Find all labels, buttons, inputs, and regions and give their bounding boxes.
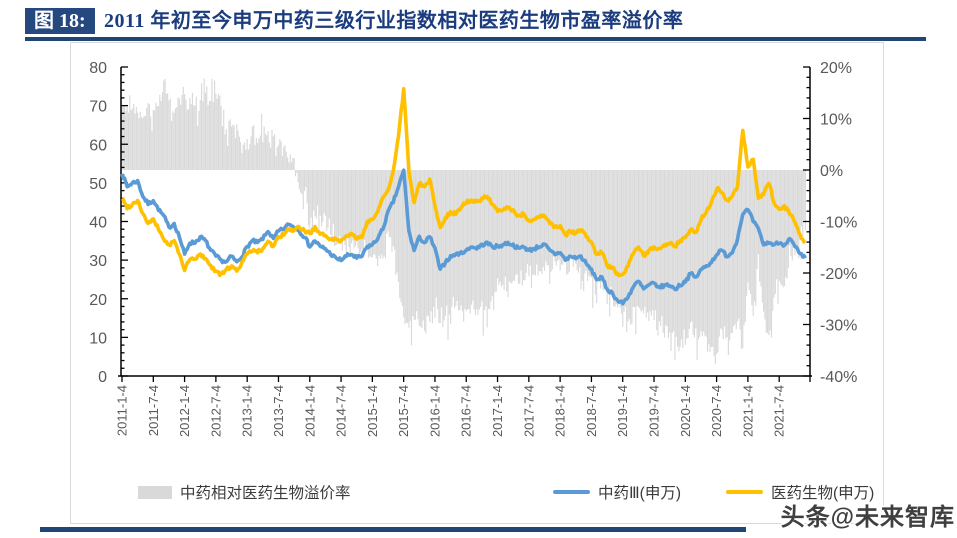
legend-label-premium: 中药相对医药生物溢价率 [180, 485, 351, 502]
svg-text:2020-1-4: 2020-1-4 [678, 385, 693, 437]
svg-text:2013-1-4: 2013-1-4 [240, 385, 255, 437]
svg-text:2011-7-4: 2011-7-4 [146, 385, 161, 436]
figure-header: 图 18: 2011 年初至今申万中药三级行业指数相对医药生物市盈率溢价率 [0, 6, 957, 36]
svg-text:-10%: -10% [820, 215, 857, 232]
svg-text:-30%: -30% [820, 318, 857, 335]
legend-item-premium: 中药相对医药生物溢价率 [138, 483, 351, 502]
header-rule [25, 37, 926, 41]
svg-text:2018-7-4: 2018-7-4 [584, 385, 599, 437]
legend-item-zhongyao: 中药Ⅲ(申万) [553, 483, 682, 502]
premium-area-swatch [138, 485, 172, 499]
svg-text:2018-1-4: 2018-1-4 [553, 385, 568, 437]
legend-item-yiyao: 医药生物(申万) [726, 483, 875, 502]
svg-text:10: 10 [89, 330, 107, 347]
legend-label-zhongyao: 中药Ⅲ(申万) [598, 485, 682, 502]
premium-area [121, 78, 806, 364]
legend-label-yiyao: 医药生物(申万) [771, 485, 875, 502]
svg-text:2021-7-4: 2021-7-4 [772, 385, 787, 437]
svg-text:70: 70 [89, 99, 107, 116]
svg-text:2015-1-4: 2015-1-4 [365, 385, 380, 437]
svg-text:40: 40 [89, 215, 107, 232]
yiyao-line-swatch [726, 490, 763, 494]
svg-text:2016-1-4: 2016-1-4 [427, 385, 442, 437]
svg-text:-20%: -20% [820, 266, 857, 283]
svg-text:20%: 20% [820, 60, 852, 77]
svg-text:2017-7-4: 2017-7-4 [521, 385, 536, 437]
svg-text:2011-1-4: 2011-1-4 [115, 385, 130, 436]
svg-text:2014-1-4: 2014-1-4 [302, 385, 317, 437]
svg-text:10%: 10% [820, 112, 852, 129]
svg-text:50: 50 [89, 176, 107, 193]
yiyao-line [120, 87, 807, 278]
svg-text:0%: 0% [820, 163, 843, 180]
watermark: 头条@未来智库 [780, 504, 955, 531]
svg-text:2020-7-4: 2020-7-4 [709, 385, 724, 437]
right-axis: 20% 10% 0% -10% -20% -30% -40% [803, 60, 857, 386]
bottom-bar [40, 527, 746, 532]
svg-text:2016-7-4: 2016-7-4 [459, 385, 474, 437]
svg-text:2019-7-4: 2019-7-4 [647, 385, 662, 437]
svg-text:-40%: -40% [820, 369, 857, 386]
figure-title: 2011 年初至今申万中药三级行业指数相对医药生物市盈率溢价率 [104, 10, 684, 32]
svg-text:2021-1-4: 2021-1-4 [740, 385, 755, 437]
svg-text:2012-7-4: 2012-7-4 [208, 385, 223, 437]
svg-text:30: 30 [89, 253, 107, 270]
svg-text:20: 20 [89, 292, 107, 309]
left-axis: 0 10 20 30 40 50 60 70 80 [89, 60, 128, 386]
svg-text:80: 80 [89, 60, 107, 77]
zhongyao-line [120, 168, 807, 306]
svg-text:2017-1-4: 2017-1-4 [490, 385, 505, 437]
svg-text:2014-7-4: 2014-7-4 [334, 385, 349, 437]
svg-text:2019-1-4: 2019-1-4 [615, 385, 630, 437]
zhongyao-line-swatch [553, 490, 590, 494]
x-axis: 2011-1-4 2011-7-4 2012-1-4 2012-7-4 2013-1-4… [115, 376, 811, 437]
svg-text:60: 60 [89, 137, 107, 154]
svg-text:0: 0 [98, 369, 107, 386]
svg-text:2012-1-4: 2012-1-4 [177, 385, 192, 437]
svg-text:2015-7-4: 2015-7-4 [396, 385, 411, 437]
figure-badge: 图 18: [25, 8, 95, 34]
svg-text:2013-7-4: 2013-7-4 [271, 385, 286, 437]
